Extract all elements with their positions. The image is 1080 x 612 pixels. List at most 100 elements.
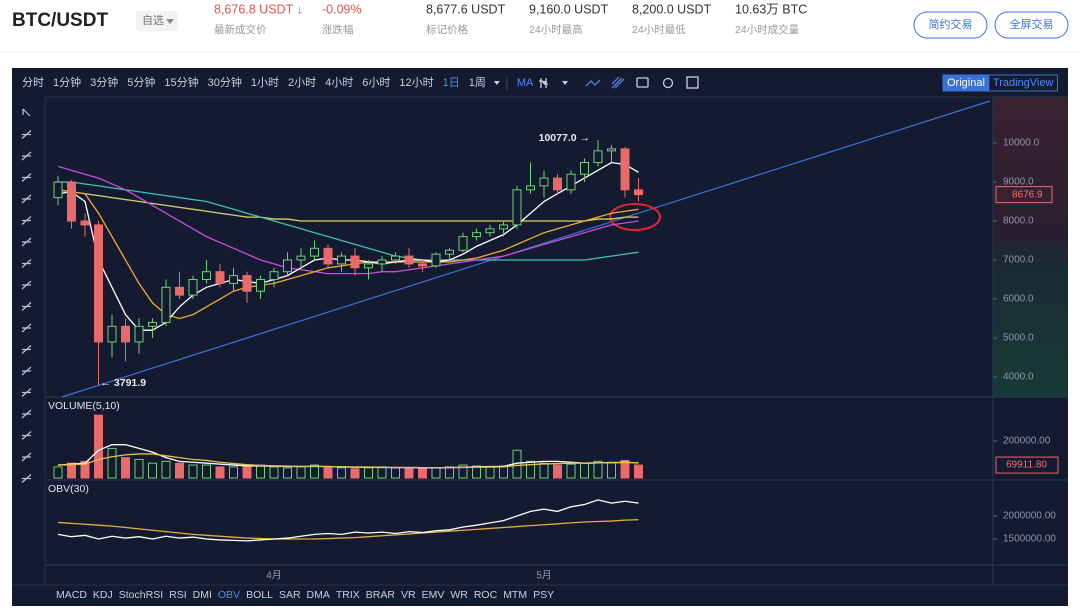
interval[interactable]: 15分钟 — [164, 75, 198, 89]
indicator-tab[interactable]: EMV — [422, 589, 445, 601]
indicator-tab[interactable]: ROC — [474, 589, 498, 601]
candle-body — [350, 255, 360, 269]
candle-body — [121, 325, 130, 343]
indicator-tab[interactable]: MTM — [503, 589, 527, 601]
indicator-tab[interactable]: StochRSI — [119, 589, 163, 601]
volume-bar — [566, 463, 576, 479]
interval[interactable]: 4小时 — [325, 76, 353, 89]
tool-icon[interactable] — [21, 216, 32, 225]
tool-icon[interactable] — [21, 366, 32, 376]
draw-icon[interactable] — [611, 76, 625, 89]
tool-icon[interactable] — [21, 409, 32, 419]
price-tag-label: 8676.9 — [1012, 189, 1043, 200]
volume-bar — [593, 460, 603, 479]
candle-body — [364, 263, 373, 269]
settings-icon[interactable] — [662, 77, 674, 89]
view-label[interactable]: Original — [947, 77, 985, 89]
candle-body — [148, 321, 157, 327]
interval[interactable]: 12小时 — [399, 76, 433, 89]
button[interactable] — [994, 11, 1069, 39]
volume-bar — [539, 462, 549, 479]
interval[interactable]: 1周 — [469, 76, 486, 89]
watch-label[interactable]: 自选 — [142, 14, 164, 27]
interval[interactable]: 6小时 — [362, 76, 390, 89]
ma-line — [57, 165, 639, 275]
volume-ma-line — [57, 453, 639, 469]
watch-button[interactable] — [136, 11, 178, 31]
tool-icon[interactable] — [21, 280, 32, 290]
indicator-tab[interactable]: VR — [401, 589, 416, 601]
obv-line — [57, 499, 639, 542]
volume-bar — [269, 466, 279, 479]
indicator-tab[interactable]: RSI — [169, 589, 187, 601]
candle-body — [458, 236, 468, 251]
price-axis-bg — [993, 97, 1068, 397]
study[interactable]: MA — [517, 77, 534, 89]
tool-icon[interactable] — [21, 259, 32, 268]
y-tick-label: 7000.0 — [1003, 255, 1034, 266]
indicator-tab[interactable]: TRIX — [336, 589, 360, 601]
tool-icon[interactable] — [21, 323, 32, 333]
indicator-tab[interactable]: BRAR — [366, 589, 396, 601]
volume-bar — [53, 466, 63, 479]
ma-line — [57, 189, 639, 222]
candle-body — [67, 181, 76, 222]
volume-bar — [134, 458, 144, 479]
button-label[interactable]: 全屏交易 — [1010, 17, 1054, 31]
interval[interactable]: 分时 — [22, 76, 44, 89]
tool-icon[interactable] — [21, 302, 32, 311]
tool-icon[interactable] — [21, 237, 32, 247]
tool-icon[interactable] — [21, 194, 32, 204]
stat-value: 9,160.0 USDT — [529, 2, 609, 16]
interval[interactable]: 3分钟 — [90, 75, 118, 89]
tool-icon[interactable] — [21, 431, 32, 440]
tool-icon[interactable] — [21, 151, 32, 161]
tool-icon[interactable] — [21, 452, 32, 462]
indicator-tab[interactable]: WR — [450, 589, 468, 601]
volume-bar — [80, 460, 90, 479]
candle-icon[interactable] — [539, 78, 548, 88]
tool-icon[interactable] — [21, 474, 32, 483]
interval[interactable]: 1日 — [443, 77, 460, 89]
tool-icon[interactable] — [22, 108, 31, 117]
camera-icon[interactable] — [636, 77, 649, 88]
indicator-tab[interactable]: KDJ — [93, 589, 113, 601]
interval[interactable]: 30分钟 — [208, 75, 242, 89]
volume-bar — [121, 457, 130, 479]
button-label[interactable]: 简约交易 — [929, 17, 973, 31]
candle-body — [445, 249, 454, 255]
button[interactable] — [913, 11, 988, 39]
indicator-tab[interactable]: OBV — [218, 589, 240, 601]
volume-bar — [364, 467, 373, 479]
indicator-tab[interactable]: DMI — [193, 589, 212, 601]
ma-line — [58, 181, 639, 261]
tool-icon[interactable] — [21, 345, 32, 354]
interval[interactable]: 5分钟 — [127, 75, 155, 89]
view-toggle[interactable] — [988, 74, 1058, 92]
candle-body — [620, 148, 630, 191]
tool-icon[interactable] — [21, 130, 32, 139]
volume-bar — [431, 467, 441, 479]
volume-bar — [256, 464, 265, 479]
indicator-tab[interactable]: MACD — [56, 589, 87, 601]
indicator-tab[interactable]: BOLL — [246, 589, 273, 601]
interval[interactable]: 2小时 — [288, 76, 316, 89]
interval[interactable]: 1分钟 — [53, 75, 81, 89]
indicator-tab[interactable]: DMA — [307, 589, 330, 601]
symbol: BTC/USDT — [12, 10, 108, 31]
volume-bar — [215, 466, 225, 479]
interval[interactable]: 1小时 — [251, 76, 279, 89]
volume-bar — [161, 460, 171, 479]
volume-bar — [485, 466, 495, 479]
candle-body — [80, 220, 90, 226]
view-label[interactable]: TradingView — [993, 77, 1054, 89]
line-icon[interactable] — [585, 79, 601, 87]
volume-bar — [94, 414, 103, 479]
tool-icon[interactable] — [21, 388, 32, 397]
obv-line — [57, 519, 639, 540]
fullscreen-icon[interactable] — [686, 76, 699, 89]
candle-body — [188, 279, 198, 296]
indicator-tab[interactable]: SAR — [279, 589, 301, 601]
tool-icon[interactable] — [21, 173, 32, 182]
indicator-tab[interactable]: PSY — [533, 589, 554, 601]
